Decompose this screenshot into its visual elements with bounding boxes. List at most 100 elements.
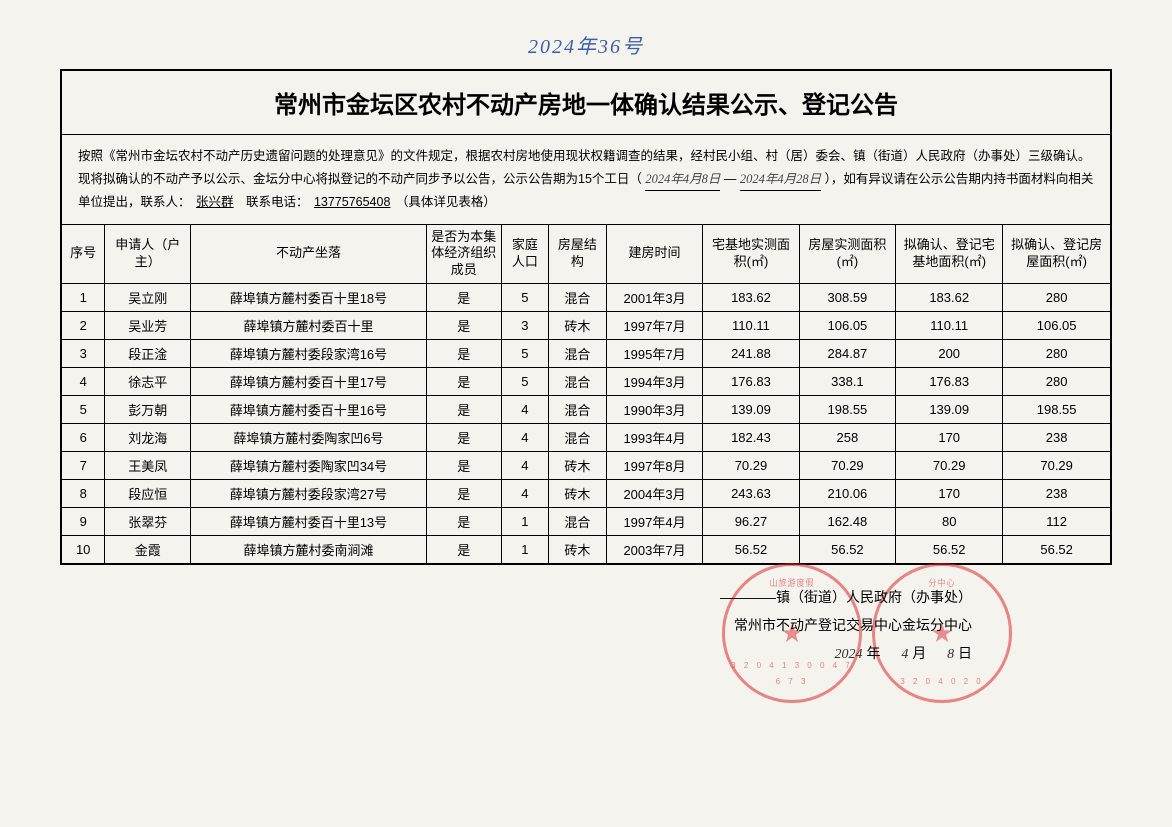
table-row: 3段正淦薛埠镇方麓村委段家湾16号是5混合1995年7月241.88284.87… bbox=[62, 340, 1110, 368]
table-row: 2吴业芳薛埠镇方麓村委百十里是3砖木1997年7月110.11106.05110… bbox=[62, 312, 1110, 340]
table-cell: 10 bbox=[62, 536, 105, 564]
table-cell: 3 bbox=[501, 312, 548, 340]
table-cell: 吴立刚 bbox=[105, 284, 191, 312]
table-cell: 4 bbox=[501, 480, 548, 508]
table-cell: 1997年7月 bbox=[606, 312, 702, 340]
handwritten-doc-number: 2024年36号 bbox=[60, 30, 1112, 59]
table-cell: 5 bbox=[62, 396, 105, 424]
table-cell: 5 bbox=[501, 368, 548, 396]
table-cell: 薛埠镇方麓村委段家湾27号 bbox=[191, 480, 427, 508]
sig-year-label: 年 bbox=[866, 645, 880, 661]
table-cell: 薛埠镇方麓村委百十里 bbox=[191, 312, 427, 340]
table-header-cell: 宅基地实测面积(㎡) bbox=[703, 225, 799, 284]
table-row: 1吴立刚薛埠镇方麓村委百十里18号是5混合2001年3月183.62308.59… bbox=[62, 284, 1110, 312]
sig-line1-prefix: ———— bbox=[720, 589, 776, 605]
table-cell: 56.52 bbox=[703, 536, 799, 564]
table-header-cell: 是否为本集体经济组织成员 bbox=[426, 225, 501, 284]
table-cell: 284.87 bbox=[799, 340, 895, 368]
table-cell: 吴业芳 bbox=[105, 312, 191, 340]
table-cell: 1993年4月 bbox=[606, 424, 702, 452]
table-cell: 110.11 bbox=[896, 312, 1003, 340]
table-cell: 182.43 bbox=[703, 424, 799, 452]
table-row: 6刘龙海薛埠镇方麓村委陶家凹6号是4混合1993年4月182.432581702… bbox=[62, 424, 1110, 452]
table-cell: 张翠芬 bbox=[105, 508, 191, 536]
table-header-cell: 序号 bbox=[62, 225, 105, 284]
table-row: 4徐志平薛埠镇方麓村委百十里17号是5混合1994年3月176.83338.11… bbox=[62, 368, 1110, 396]
table-cell: 112 bbox=[1003, 508, 1110, 536]
date-to: 2024年4月28日 bbox=[740, 168, 821, 192]
sig-year: 2024 bbox=[835, 641, 863, 669]
intro-text-4: （具体详见表格） bbox=[396, 195, 496, 209]
table-cell: 金霞 bbox=[105, 536, 191, 564]
table-cell: 8 bbox=[62, 480, 105, 508]
table-cell: 56.52 bbox=[1003, 536, 1110, 564]
table-cell: 砖木 bbox=[548, 312, 606, 340]
table-cell: 110.11 bbox=[703, 312, 799, 340]
table-cell: 338.1 bbox=[799, 368, 895, 396]
table-cell: 薛埠镇方麓村委百十里17号 bbox=[191, 368, 427, 396]
table-cell: 薛埠镇方麓村委百十里18号 bbox=[191, 284, 427, 312]
table-header-cell: 拟确认、登记宅基地面积(㎡) bbox=[896, 225, 1003, 284]
table-cell: 176.83 bbox=[703, 368, 799, 396]
table-cell: 薛埠镇方麓村委南涧滩 bbox=[191, 536, 427, 564]
table-cell: 9 bbox=[62, 508, 105, 536]
table-cell: 1 bbox=[501, 508, 548, 536]
table-cell: 薛埠镇方麓村委百十里13号 bbox=[191, 508, 427, 536]
table-cell: 刘龙海 bbox=[105, 424, 191, 452]
table-cell: 2001年3月 bbox=[606, 284, 702, 312]
table-cell: 4 bbox=[501, 452, 548, 480]
table-cell: 徐志平 bbox=[105, 368, 191, 396]
table-row: 9张翠芬薛埠镇方麓村委百十里13号是1混合1997年4月96.27162.488… bbox=[62, 508, 1110, 536]
table-cell: 80 bbox=[896, 508, 1003, 536]
table-cell: 96.27 bbox=[703, 508, 799, 536]
table-cell: 段应恒 bbox=[105, 480, 191, 508]
table-header-cell: 房屋结构 bbox=[548, 225, 606, 284]
table-cell: 241.88 bbox=[703, 340, 799, 368]
table-header-row: 序号申请人（户主）不动产坐落是否为本集体经济组织成员家庭人口房屋结构建房时间宅基… bbox=[62, 225, 1110, 284]
table-cell: 183.62 bbox=[703, 284, 799, 312]
intro-dash: — bbox=[724, 172, 737, 186]
sig-month-label: 月 bbox=[912, 645, 926, 661]
sig-line1: 镇（街道）人民政府（办事处） bbox=[776, 589, 972, 605]
table-cell: 106.05 bbox=[799, 312, 895, 340]
table-cell: 176.83 bbox=[896, 368, 1003, 396]
sig-month: 4 bbox=[884, 641, 908, 669]
table-cell: 4 bbox=[501, 424, 548, 452]
table-cell: 1997年8月 bbox=[606, 452, 702, 480]
table-cell: 4 bbox=[501, 396, 548, 424]
table-header-cell: 不动产坐落 bbox=[191, 225, 427, 284]
table-cell: 1 bbox=[62, 284, 105, 312]
table-row: 8段应恒薛埠镇方麓村委段家湾27号是4砖木2004年3月243.63210.06… bbox=[62, 480, 1110, 508]
table-cell: 198.55 bbox=[799, 396, 895, 424]
table-cell: 是 bbox=[426, 508, 501, 536]
table-cell: 混合 bbox=[548, 340, 606, 368]
table-cell: 5 bbox=[501, 340, 548, 368]
table-cell: 是 bbox=[426, 452, 501, 480]
table-cell: 2004年3月 bbox=[606, 480, 702, 508]
sig-date: 2024 年 4 月 8 日 bbox=[60, 639, 972, 669]
sig-day-label: 日 bbox=[958, 645, 972, 661]
table-header-cell: 家庭人口 bbox=[501, 225, 548, 284]
table-cell: 砖木 bbox=[548, 452, 606, 480]
document-title: 常州市金坛区农村不动产房地一体确认结果公示、登记公告 bbox=[62, 71, 1110, 135]
table-cell: 是 bbox=[426, 284, 501, 312]
table-cell: 1 bbox=[501, 536, 548, 564]
table-cell: 是 bbox=[426, 340, 501, 368]
table-cell: 70.29 bbox=[1003, 452, 1110, 480]
table-cell: 308.59 bbox=[799, 284, 895, 312]
table-cell: 280 bbox=[1003, 368, 1110, 396]
table-cell: 170 bbox=[896, 480, 1003, 508]
table-cell: 162.48 bbox=[799, 508, 895, 536]
table-cell: 106.05 bbox=[1003, 312, 1110, 340]
sig-day: 8 bbox=[930, 641, 954, 669]
table-cell: 238 bbox=[1003, 480, 1110, 508]
table-cell: 1994年3月 bbox=[606, 368, 702, 396]
table-header-cell: 申请人（户主） bbox=[105, 225, 191, 284]
table-cell: 280 bbox=[1003, 340, 1110, 368]
table-row: 5彭万朝薛埠镇方麓村委百十里16号是4混合1990年3月139.09198.55… bbox=[62, 396, 1110, 424]
table-cell: 5 bbox=[501, 284, 548, 312]
table-cell: 56.52 bbox=[799, 536, 895, 564]
table-cell: 70.29 bbox=[896, 452, 1003, 480]
table-cell: 王美凤 bbox=[105, 452, 191, 480]
table-cell: 薛埠镇方麓村委陶家凹6号 bbox=[191, 424, 427, 452]
